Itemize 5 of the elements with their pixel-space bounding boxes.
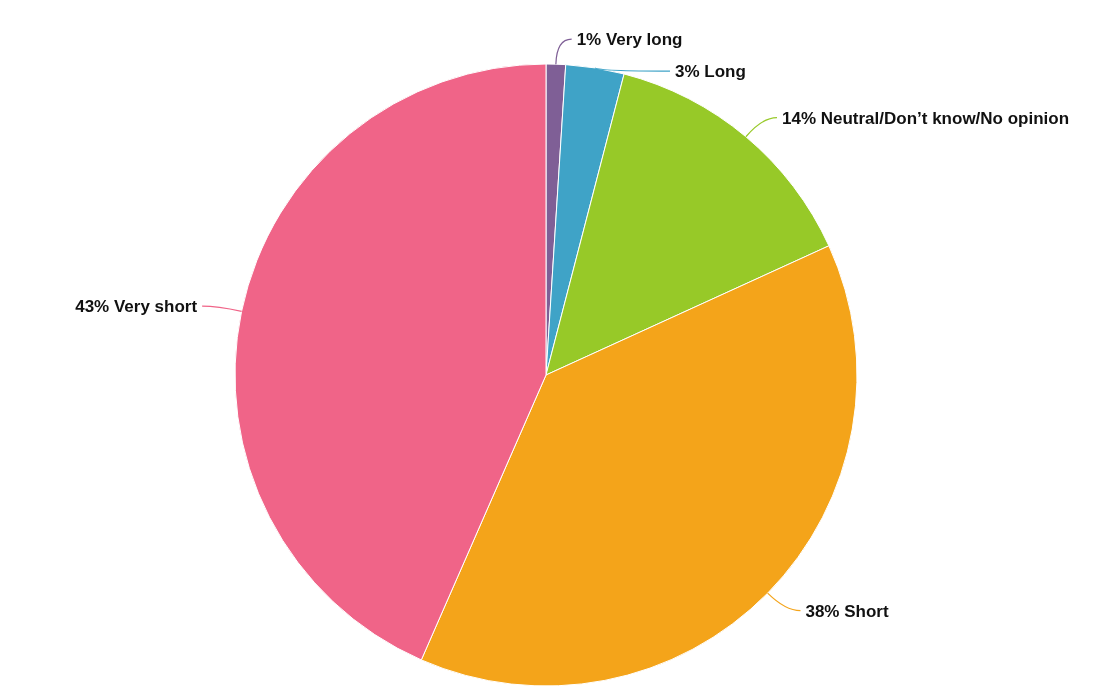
slice-label: 14% Neutral/Don’t know/No opinion: [781, 108, 1070, 128]
slice-label: 3% Long: [674, 62, 746, 82]
slice-label: 43% Very short: [75, 297, 198, 317]
slice-label: 1% Very long: [576, 30, 683, 50]
slice-label: 38% Short: [805, 601, 889, 621]
